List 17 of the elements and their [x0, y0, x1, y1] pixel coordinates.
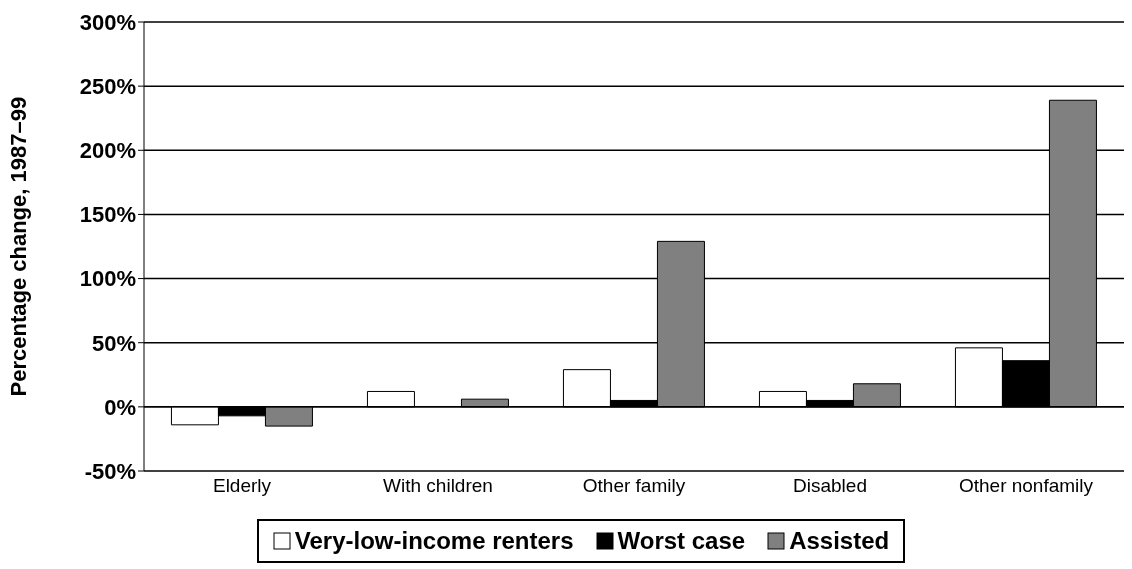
legend-label: Worst case	[616, 527, 746, 555]
x-tick-label: Other family	[582, 475, 686, 497]
y-tick-label: 150%	[79, 202, 136, 228]
y-tick-label: 300%	[79, 9, 136, 35]
y-tick-label: 50%	[91, 330, 136, 356]
y-tick-label: 200%	[79, 138, 136, 164]
y-tick-label: 250%	[79, 73, 136, 99]
x-tick-label: With children	[383, 475, 493, 497]
legend-label: Very-low-income renters	[293, 527, 574, 555]
y-tick-label: 0%	[104, 394, 136, 420]
legend-label: Assisted	[788, 527, 890, 555]
x-tick-label: Elderly	[212, 475, 272, 497]
x-tick-label: Disabled	[793, 475, 867, 497]
y-tick-label: -50%	[84, 458, 136, 484]
y-tick-label: 100%	[79, 266, 136, 292]
x-tick-label: Other nonfamily	[958, 475, 1094, 497]
y-axis-title: Percentage change, 1987–99	[5, 96, 31, 397]
